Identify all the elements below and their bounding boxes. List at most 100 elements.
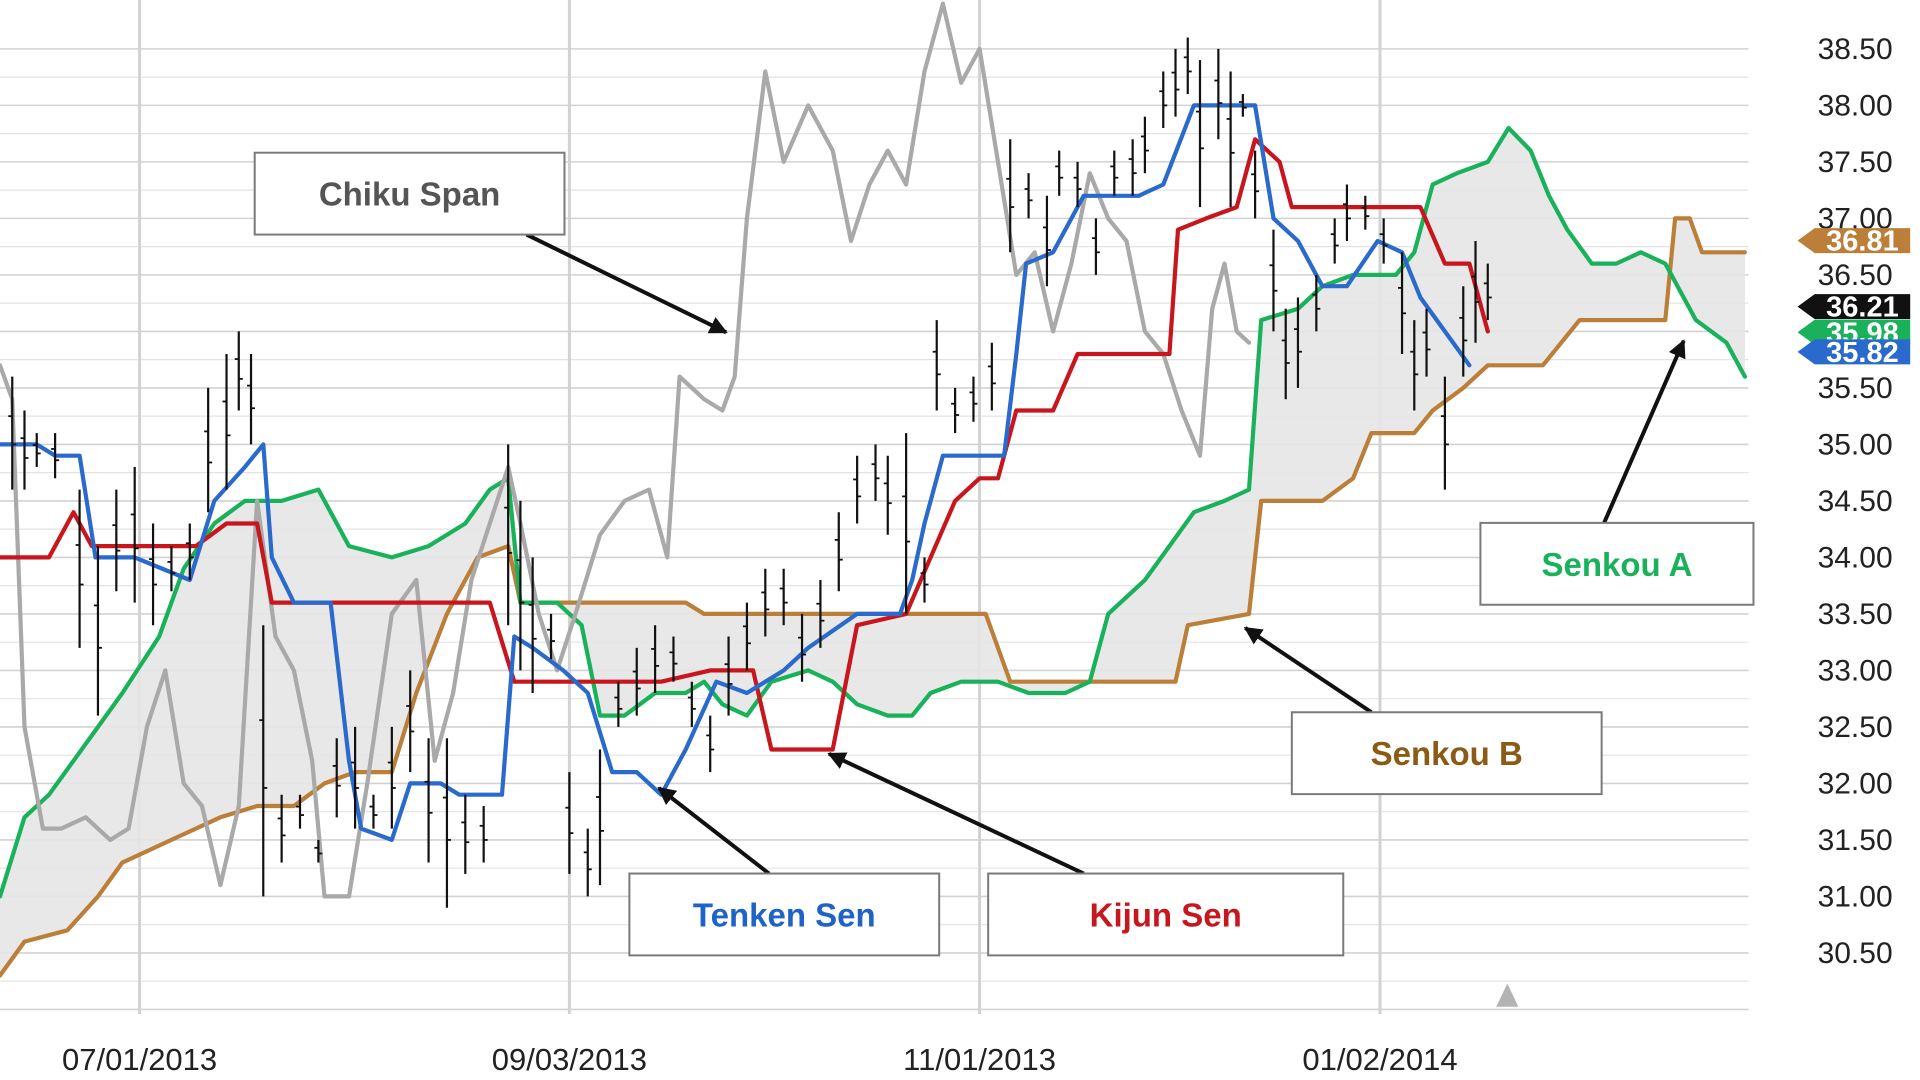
price-bar [424, 738, 433, 863]
price-bar [277, 794, 286, 863]
senkou-a-line [0, 125, 1747, 899]
price-bar [1024, 173, 1033, 219]
price-bar [761, 568, 770, 637]
price-bar [987, 342, 996, 411]
callouts: Chiku Span Tenken Sen Kijun Sen Senkou B Sen… [253, 151, 1755, 957]
chikou-line [0, 1, 1252, 899]
price-bar [8, 376, 17, 490]
senkou-b-arrow [1243, 626, 1373, 714]
price-bar [1483, 263, 1492, 321]
price-bar [167, 546, 176, 592]
price-bar [528, 557, 537, 694]
price-bar [1214, 48, 1223, 140]
senkou-a-arrow [1602, 339, 1686, 524]
price-bars [8, 37, 1492, 908]
value-tag-tenkan: 35.82 [1797, 337, 1911, 369]
price-bar [1159, 71, 1168, 128]
price-bar [902, 433, 911, 614]
price-bar [669, 636, 678, 682]
value-tag-text: 35.82 [1826, 337, 1899, 369]
price-bar [1330, 218, 1339, 264]
senkou-a-label: Senkou A [1541, 546, 1692, 583]
price-bar [1342, 184, 1351, 241]
price-bar [387, 726, 396, 829]
price-bar [1196, 60, 1204, 208]
price-bar [296, 794, 304, 829]
price-bar [247, 353, 256, 445]
price-bar [516, 500, 525, 671]
price-bar [442, 738, 451, 908]
price-bar [632, 647, 641, 716]
y-tick-label: 36.50 [1818, 259, 1893, 292]
y-tick-label: 38.50 [1818, 33, 1893, 66]
price-bar [130, 467, 139, 603]
kijun-label: Kijun Sen [1090, 896, 1242, 933]
price-bar [461, 794, 470, 874]
price-bar [259, 625, 268, 897]
tenkan-callout: Tenken Sen [628, 786, 941, 957]
y-tick-label: 34.00 [1818, 541, 1893, 574]
price-bar [1440, 376, 1449, 490]
value-tag-text: 36.21 [1826, 292, 1899, 324]
price-bar [1073, 161, 1082, 208]
price-bar [706, 715, 715, 773]
price-bar [920, 557, 929, 603]
price-bar [1459, 286, 1468, 377]
y-tick-label: 30.50 [1818, 937, 1893, 970]
price-bar [112, 489, 121, 592]
price-bar [1471, 240, 1480, 343]
y-tick-label: 35.00 [1818, 428, 1893, 461]
price-bar [1398, 252, 1407, 354]
y-tick-label: 32.50 [1818, 711, 1893, 744]
price-bar [1042, 195, 1051, 287]
price-bar [149, 523, 158, 626]
price-bar [185, 523, 194, 581]
price-bar [1110, 150, 1119, 196]
y-tick-label: 35.50 [1818, 372, 1893, 405]
price-bar [547, 613, 556, 660]
chikou-label-box [253, 151, 566, 236]
y-axis: 38.5038.0037.5037.0036.5036.0035.5035.00… [1818, 33, 1893, 970]
kijun-line [0, 137, 1490, 752]
price-bar [932, 320, 941, 411]
price-bar [1293, 297, 1302, 388]
tenkan-arrow [657, 786, 771, 876]
price-bar [1128, 139, 1137, 196]
price-bar [1251, 150, 1260, 219]
y-tick-label: 38.00 [1818, 89, 1893, 122]
x-axis: 07/01/2013 09/03/2013 11/01/2013 01/02/2014 [62, 983, 1519, 1077]
price-bar [969, 376, 978, 422]
price-bar [1312, 274, 1321, 332]
price-bar [1183, 37, 1192, 95]
price-bar [687, 681, 696, 727]
senkou-a-label-box [1479, 521, 1755, 606]
price-bar [1410, 320, 1419, 411]
x-tick-label: 01/02/2014 [1302, 1042, 1457, 1077]
y-tick-label: 31.00 [1818, 880, 1893, 913]
price-bar [1238, 94, 1247, 117]
price-bar [1006, 139, 1015, 253]
price-bar [724, 636, 733, 716]
indicator-lines [0, 1, 1747, 978]
price-bar [1422, 308, 1431, 377]
price-bar [1055, 150, 1064, 196]
price-bar [853, 455, 862, 524]
price-bar [234, 331, 243, 411]
price-bar [51, 433, 60, 479]
price-bar [883, 455, 892, 535]
value-tag-text: 36.81 [1826, 226, 1899, 258]
price-bar [351, 726, 360, 829]
chikou-arrow [525, 232, 728, 335]
price-bar [20, 410, 29, 490]
scroll-marker-icon [1496, 983, 1519, 1007]
price-bar [1379, 218, 1388, 264]
price-bar [314, 839, 323, 863]
y-tick-label: 32.00 [1818, 767, 1893, 800]
value-tag-senkou-b: 36.81 [1797, 226, 1911, 258]
y-tick-label: 33.00 [1818, 654, 1893, 687]
chikou-callout: Chiku Span [253, 151, 728, 335]
price-bar [779, 568, 788, 626]
tenkan-label-box [628, 872, 941, 957]
price-bar [332, 738, 341, 818]
